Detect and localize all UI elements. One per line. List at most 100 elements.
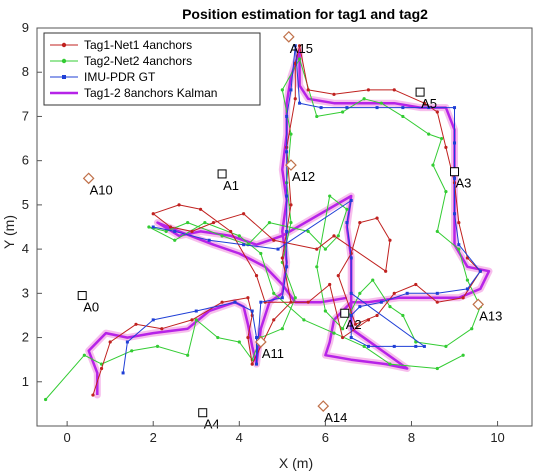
series-point-1 (280, 327, 284, 331)
anchor-marker (415, 87, 425, 97)
anchor-marker (340, 308, 350, 318)
x-tick-label: 6 (322, 430, 329, 445)
series-point-1 (341, 327, 345, 331)
legend-label: Tag1-2 8anchors Kalman (84, 86, 217, 100)
y-tick-label: 1 (22, 374, 29, 389)
series-point-0 (280, 256, 284, 260)
series-point-2 (345, 106, 349, 110)
series-point-1 (345, 207, 349, 211)
legend-label: Tag2-Net2 4anchors (84, 54, 192, 68)
series-point-0 (289, 203, 293, 207)
series-point-2 (289, 88, 293, 92)
series-point-1 (280, 88, 284, 92)
series-point-1 (82, 353, 86, 357)
series-point-2 (422, 344, 426, 348)
series-point-2 (285, 265, 289, 269)
series-point-0 (168, 225, 173, 229)
series-point-0 (246, 296, 250, 300)
series-point-2 (392, 344, 396, 348)
series-point-2 (125, 340, 129, 344)
series-point-0 (134, 322, 138, 326)
series-point-1 (315, 265, 319, 269)
series-point-2 (255, 336, 259, 340)
series-point-1 (237, 234, 241, 238)
series-point-0 (457, 220, 461, 225)
anchor-label: A4 (204, 417, 220, 432)
legend-box (43, 32, 261, 106)
series-point-1 (315, 114, 319, 119)
series-point-2 (427, 106, 431, 110)
series-point-1 (461, 353, 465, 357)
series-point-1 (267, 220, 272, 225)
series-point-0 (177, 203, 181, 207)
series-point-1 (457, 247, 461, 251)
series-point-1 (401, 313, 405, 318)
series-point-2 (366, 344, 370, 348)
series-point-2 (349, 198, 353, 202)
x-tick-label: 8 (408, 430, 415, 445)
anchor-marker (82, 172, 95, 185)
anchor-marker (450, 167, 460, 177)
series-point-2 (242, 243, 246, 247)
axes-box (36, 27, 533, 427)
y-tick-label: 5 (22, 197, 29, 212)
anchor-marker (217, 169, 227, 179)
series-point-0 (289, 300, 293, 304)
anchor-label: A12 (292, 169, 315, 184)
series-point-1 (328, 194, 332, 198)
series-point-0 (272, 238, 276, 242)
series-point-0 (160, 327, 164, 331)
series-point-0 (242, 212, 246, 216)
series-point-1 (237, 340, 241, 344)
series-point-1 (323, 309, 327, 313)
series-point-1 (293, 296, 297, 300)
series-point-2 (173, 229, 177, 233)
series-point-1 (470, 327, 474, 331)
chart-title: Position estimation for tag1 and tag2 (182, 6, 428, 22)
series-point-0 (332, 92, 336, 96)
anchor-label: A15 (290, 41, 313, 56)
series-point-0 (358, 220, 362, 225)
series-point-1 (358, 291, 362, 295)
series-point-1 (289, 132, 293, 136)
x-tick-label: 10 (490, 430, 504, 445)
series-point-2 (453, 212, 457, 216)
anchor-label: A1 (223, 178, 239, 193)
series-point-2 (194, 309, 198, 313)
anchor-marker (285, 159, 297, 171)
series-point-1 (362, 344, 366, 348)
series-point-2 (280, 296, 284, 300)
anchor-marker (198, 408, 208, 418)
series-point-1 (336, 234, 340, 238)
anchor-label: A11 (262, 346, 284, 361)
series-point-0 (254, 274, 259, 278)
series-point-2 (285, 150, 289, 154)
series-point-2 (349, 336, 353, 340)
legend-marker (62, 75, 66, 79)
series-point-0 (293, 97, 297, 101)
series-point-0 (388, 238, 392, 242)
series-point-1 (444, 344, 448, 348)
plot-area: A0 A1 A3 A4 A5 A10 A11 A12 A13 A14 A15 A2 (44, 30, 502, 432)
anchor-label: A13 (479, 308, 502, 323)
series-point-0 (198, 207, 203, 211)
series-point-1 (465, 278, 470, 282)
series-point-1 (259, 251, 263, 256)
series-point-2 (349, 291, 353, 295)
series-point-1 (388, 362, 392, 366)
series-point-0 (328, 282, 332, 287)
series-point-0 (461, 296, 465, 300)
series-point-2 (457, 243, 461, 247)
y-tick-label: 6 (22, 153, 29, 168)
series-point-0 (108, 340, 112, 344)
anchor-marker (472, 298, 485, 311)
series-point-2 (233, 300, 237, 304)
anchor-label: A10 (90, 182, 113, 197)
anchor-label: A0 (83, 300, 99, 315)
series-point-0 (422, 101, 426, 105)
series-point-2 (375, 106, 379, 110)
series-point-2 (349, 256, 353, 260)
series-point-2 (207, 238, 211, 242)
series-point-1 (435, 366, 439, 371)
